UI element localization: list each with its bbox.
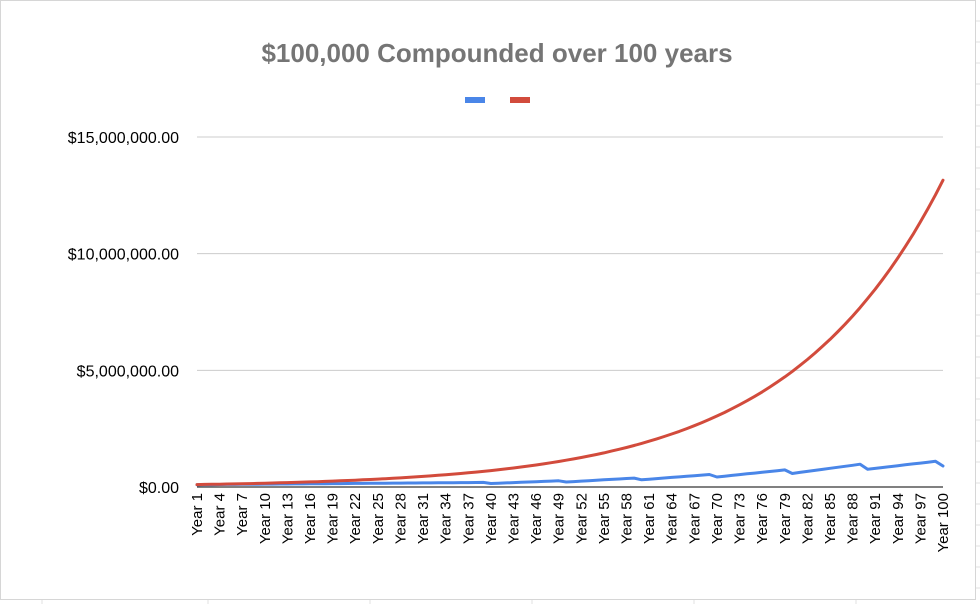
- x-tick-label: Year 91: [867, 493, 884, 544]
- x-tick-label: Year 22: [347, 493, 364, 544]
- chart-title: $100,000 Compounded over 100 years: [261, 38, 732, 68]
- x-tick-label: Year 64: [664, 493, 681, 544]
- legend-swatch: [465, 97, 485, 103]
- legend-swatch: [510, 97, 530, 103]
- x-tick-label: Year 76: [754, 493, 771, 544]
- x-tick-label: Year 25: [370, 493, 387, 544]
- x-tick-label: Year 43: [505, 493, 522, 544]
- series-lines: [195, 178, 945, 487]
- series-line: [195, 459, 945, 487]
- x-tick-label: Year 85: [822, 493, 839, 544]
- x-tick-label: Year 34: [438, 493, 455, 544]
- x-tick-label: Year 79: [777, 493, 794, 544]
- x-tick-label: Year 13: [279, 493, 296, 544]
- y-tick-label: $5,000,000.00: [77, 363, 179, 380]
- x-tick-label: Year 82: [799, 493, 816, 544]
- x-tick-label: Year 97: [912, 493, 929, 544]
- x-tick-label: Year 1: [189, 493, 206, 536]
- gridlines: [197, 136, 943, 371]
- legend: [465, 97, 530, 103]
- x-tick-label: Year 10: [257, 493, 274, 544]
- x-tick-label: Year 19: [325, 493, 342, 544]
- x-tick-label: Year 46: [528, 493, 545, 544]
- y-axis-ticks: $0.00 $5,000,000.00 $10,000,000.00 $15,000,…: [68, 130, 179, 497]
- x-tick-label: Year 73: [732, 493, 749, 544]
- y-tick-label: $10,000,000.00: [68, 247, 179, 264]
- x-tick-label: Year 4: [212, 493, 229, 536]
- x-tick-label: Year 7: [234, 493, 251, 536]
- x-tick-label: Year 28: [392, 493, 409, 544]
- x-tick-label: Year 40: [483, 493, 500, 544]
- x-tick-label: Year 31: [415, 493, 432, 544]
- x-tick-label: Year 61: [641, 493, 658, 544]
- x-tick-label: Year 88: [845, 493, 862, 544]
- x-tick-label: Year 37: [460, 493, 477, 544]
- x-tick-label: Year 94: [890, 493, 907, 544]
- x-tick-label: Year 49: [551, 493, 568, 544]
- y-tick-label: $0.00: [139, 480, 179, 497]
- x-tick-label: Year 100: [935, 493, 952, 553]
- x-tick-label: Year 67: [686, 493, 703, 544]
- x-tick-label: Year 16: [302, 493, 319, 544]
- x-tick-label: Year 55: [596, 493, 613, 544]
- x-tick-label: Year 52: [573, 493, 590, 544]
- series-line: [195, 178, 945, 487]
- y-tick-label: $15,000,000.00: [68, 130, 179, 147]
- x-tick-label: Year 70: [709, 493, 726, 544]
- x-tick-label: Year 58: [619, 493, 636, 544]
- x-axis-ticks: Year 1 Year 4 Year 7 Year 10 Year 13 Year 16 Y…: [189, 493, 952, 553]
